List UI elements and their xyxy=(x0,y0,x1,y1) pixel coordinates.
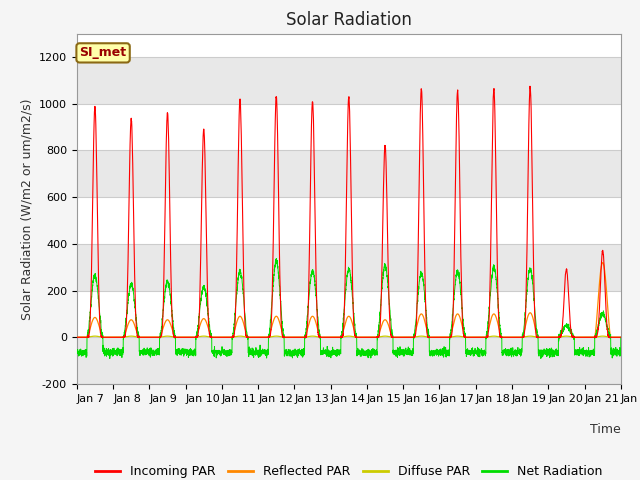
Text: SI_met: SI_met xyxy=(79,47,127,60)
Bar xyxy=(77,244,621,290)
X-axis label: Time: Time xyxy=(590,423,621,436)
Bar xyxy=(77,57,621,104)
Bar xyxy=(77,337,621,384)
Title: Solar Radiation: Solar Radiation xyxy=(286,11,412,29)
Y-axis label: Solar Radiation (W/m2 or um/m2/s): Solar Radiation (W/m2 or um/m2/s) xyxy=(20,98,33,320)
Bar xyxy=(77,150,621,197)
Legend: Incoming PAR, Reflected PAR, Diffuse PAR, Net Radiation: Incoming PAR, Reflected PAR, Diffuse PAR… xyxy=(90,460,608,480)
